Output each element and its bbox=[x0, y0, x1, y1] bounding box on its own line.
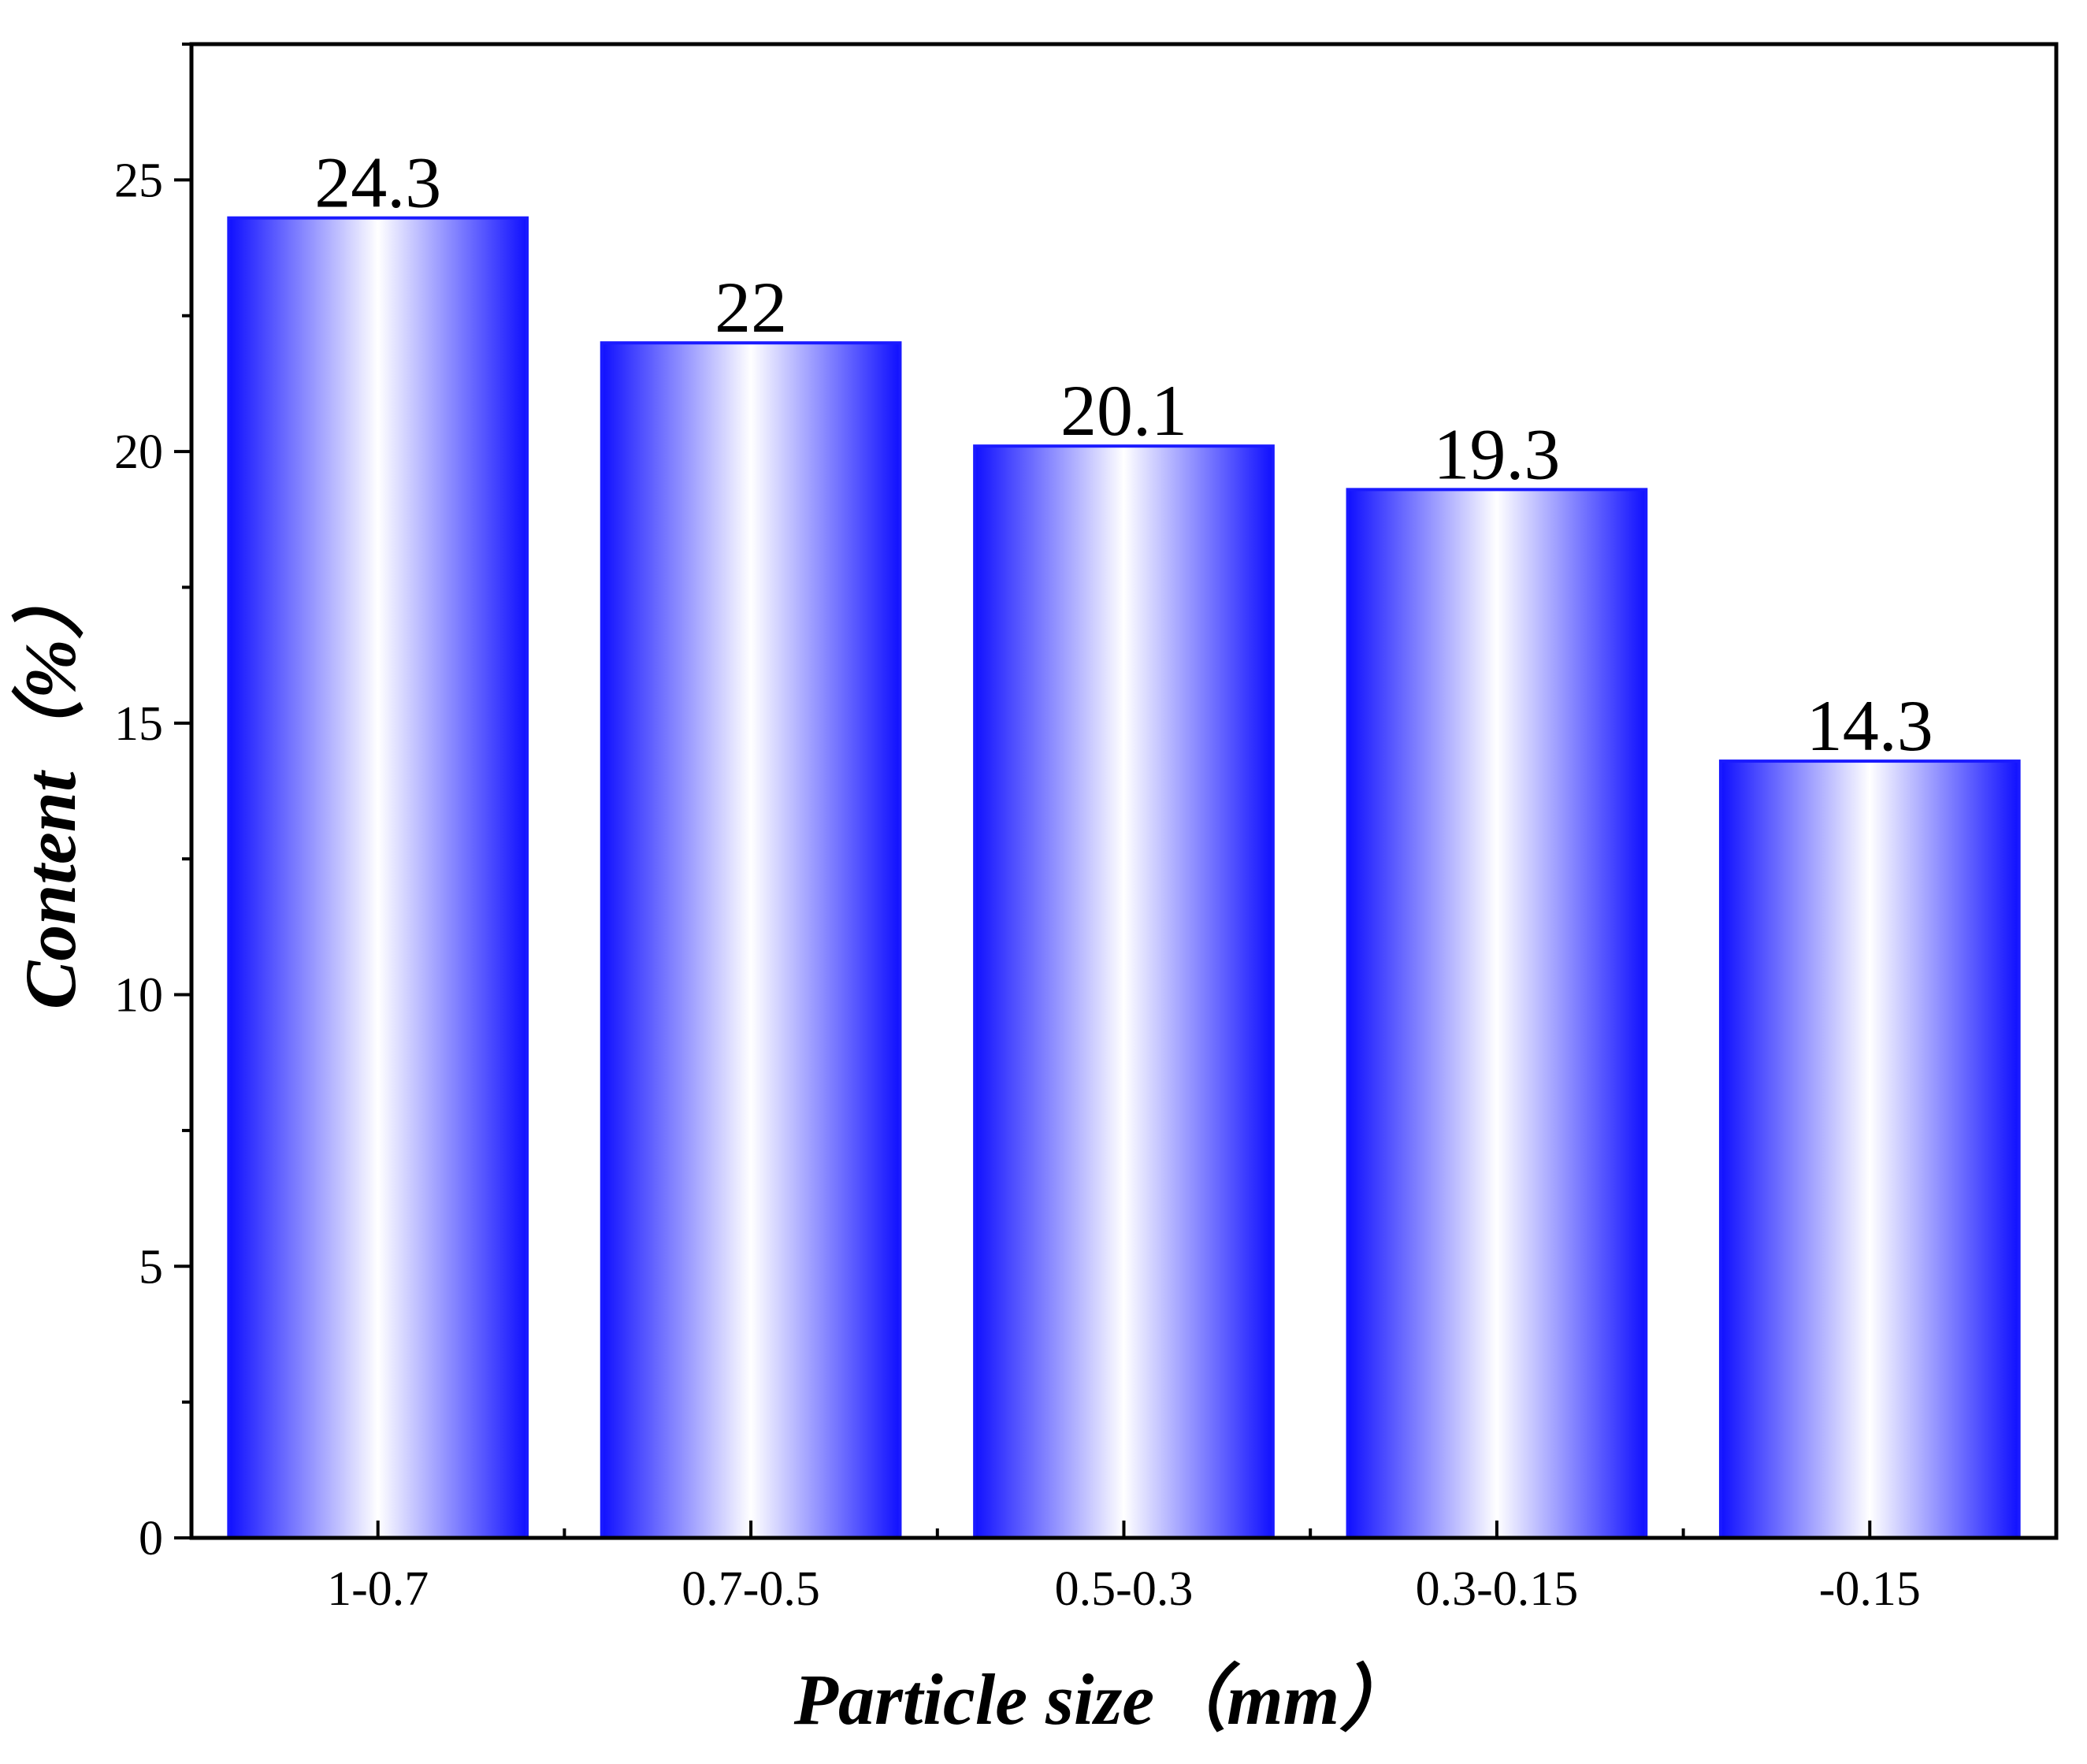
data-label: 24.3 bbox=[314, 143, 441, 223]
y-tick-label: 25 bbox=[114, 154, 163, 207]
x-tick-label: -0.15 bbox=[1819, 1562, 1921, 1616]
x-tick-label: 0.3-0.15 bbox=[1416, 1562, 1579, 1616]
y-tick-label: 0 bbox=[139, 1512, 163, 1565]
data-label: 20.1 bbox=[1060, 370, 1187, 451]
x-axis: 1-0.7 0.7-0.5 0.5-0.3 0.3-0.15 -0.15 bbox=[327, 1521, 1921, 1616]
x-tick-label: 0.7-0.5 bbox=[681, 1562, 820, 1616]
bars-group bbox=[227, 216, 2021, 1540]
bar bbox=[227, 216, 529, 1539]
y-axis: 0 5 10 15 20 25 bbox=[114, 43, 191, 1565]
data-label: 14.3 bbox=[1807, 685, 1933, 766]
y-tick-label: 20 bbox=[114, 425, 163, 479]
bar bbox=[1718, 759, 2021, 1539]
bar bbox=[1346, 488, 1648, 1539]
x-tick-label: 0.5-0.3 bbox=[1055, 1562, 1194, 1616]
y-tick-label: 5 bbox=[139, 1240, 163, 1294]
y-tick-label: 15 bbox=[114, 697, 163, 751]
bar bbox=[600, 341, 902, 1540]
bar bbox=[973, 444, 1275, 1539]
x-axis-title: Particle size（mm） bbox=[793, 1659, 1412, 1740]
y-tick-label: 10 bbox=[114, 969, 163, 1023]
data-labels-group: 24.3 22 20.1 19.3 14.3 bbox=[314, 143, 1933, 766]
data-label: 19.3 bbox=[1433, 414, 1560, 494]
y-axis-title: Content（%） bbox=[10, 566, 91, 1009]
data-label: 22 bbox=[715, 267, 787, 347]
x-tick-label: 1-0.7 bbox=[327, 1562, 429, 1616]
